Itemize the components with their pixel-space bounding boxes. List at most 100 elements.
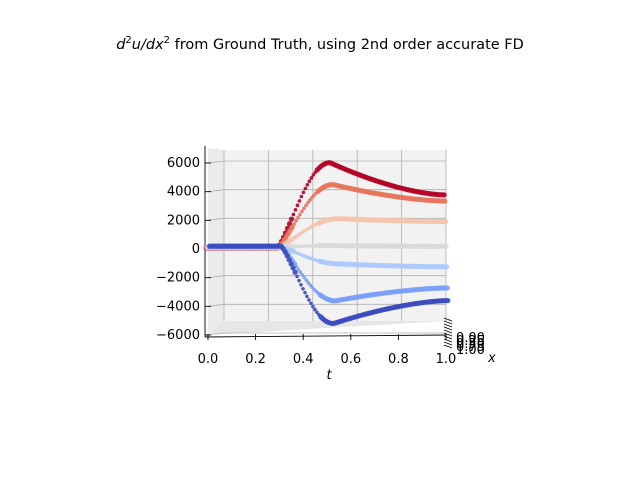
point-6-46	[299, 282, 303, 287]
point-5-49	[304, 278, 309, 283]
t-axis-spine	[204, 334, 447, 338]
t-tick-label-4: 0.8	[388, 352, 409, 367]
point-5-48	[302, 275, 307, 280]
point-6-45	[297, 278, 301, 283]
x-tick-mark-7	[443, 338, 453, 343]
x-tick-label-3: 0.75	[456, 340, 485, 355]
point-4-120	[444, 264, 450, 270]
point-6-52	[311, 304, 315, 309]
point-6-41	[288, 261, 294, 267]
point-5-47	[300, 273, 305, 277]
z-tick-label-4: −2000	[156, 271, 200, 286]
data-points	[203, 160, 451, 327]
back-pane	[224, 150, 446, 321]
point-1-45	[294, 219, 298, 223]
x-tick-label-1: 0.25	[456, 334, 485, 349]
point-6-51	[309, 301, 313, 306]
point-0-54	[311, 173, 316, 177]
axes-spines	[204, 146, 453, 349]
point-1-46	[296, 215, 300, 220]
x-tick-mark-1	[443, 320, 453, 325]
z-tick-label-2: 2000	[167, 213, 200, 228]
point-0-46	[295, 203, 300, 208]
x-tick-mark-8	[443, 341, 453, 346]
point-6-43	[292, 269, 298, 275]
point-0-45	[293, 208, 298, 212]
t-axis-label: t	[326, 368, 332, 383]
point-6-120	[445, 297, 451, 304]
t-tick-label-3: 0.6	[340, 352, 361, 367]
point-0-44	[291, 212, 296, 217]
point-0-52	[307, 179, 312, 184]
point-0-120	[441, 192, 447, 198]
tick-labels: 6000 4000 2000 0 −2000 −4000 −6000 0.0 0.2 0.4 0.6…	[156, 156, 485, 367]
axis-labels: tx	[326, 351, 496, 383]
t-tick-label-2: 0.4	[293, 352, 314, 367]
x-tick-label-0: 0.00	[456, 331, 485, 346]
x-axis-label: x	[487, 351, 496, 366]
point-1-47	[298, 212, 302, 217]
point-3-120	[443, 243, 449, 249]
side-pane	[208, 148, 224, 335]
point-5-120	[444, 285, 450, 291]
z-tick-label-6: −6000	[156, 328, 200, 343]
point-2-120	[442, 218, 448, 225]
series-0	[203, 160, 447, 251]
point-6-53	[313, 307, 317, 312]
chart-title: d2u/dx2 from Ground Truth, using 2nd ord…	[116, 35, 524, 53]
t-tick-label-0: 0.0	[198, 352, 219, 367]
x-tick-mark-9	[443, 344, 453, 349]
point-5-46	[298, 270, 303, 275]
x-tick-label-4: 1.00	[456, 343, 485, 358]
x-tick-mark-0	[443, 317, 453, 322]
point-0-50	[303, 186, 308, 191]
point-0-42	[286, 221, 293, 227]
x-tick-mark-3	[443, 326, 453, 331]
point-0-51	[305, 182, 310, 187]
x-tick-mark-6	[443, 335, 453, 340]
title-sup-2: 2	[164, 35, 170, 46]
x-tick-label-2: 0.50	[456, 337, 485, 352]
floor-pane	[208, 321, 446, 335]
point-6-44	[295, 274, 299, 279]
point-0-47	[297, 199, 302, 203]
title-sup-1: 2	[125, 35, 131, 46]
point-6-42	[290, 265, 296, 271]
title-u-over-dx: u/dx	[132, 37, 164, 53]
point-1-48	[300, 209, 304, 214]
point-0-48	[299, 194, 304, 199]
point-6-54	[315, 310, 319, 315]
point-0-43	[288, 216, 295, 222]
point-1-44	[292, 222, 296, 226]
x-tick-mark-5	[443, 332, 453, 337]
z-tick-label-5: −4000	[156, 299, 200, 314]
z-tick-label-0: 6000	[167, 156, 200, 171]
x-tick-mark-2	[443, 323, 453, 328]
point-6-50	[307, 298, 311, 302]
point-5-50	[306, 281, 311, 285]
z-tick-label-1: 4000	[167, 185, 200, 200]
point-6-48	[303, 290, 307, 295]
point-1-43	[289, 224, 295, 230]
x-tick-mark-4	[443, 329, 453, 334]
point-0-53	[309, 176, 314, 180]
point-1-49	[302, 206, 306, 211]
point-5-45	[296, 267, 301, 272]
point-1-52	[308, 198, 312, 202]
point-0-49	[301, 190, 306, 195]
point-6-39	[284, 253, 290, 259]
point-6-47	[301, 286, 305, 291]
point-1-50	[304, 203, 308, 208]
series-6	[207, 243, 451, 327]
t-tick-label-1: 0.2	[245, 352, 266, 367]
point-6-40	[286, 257, 292, 263]
t-tick-label-5: 1.0	[436, 352, 457, 367]
title-d: d	[116, 37, 126, 53]
title-rest: from Ground Truth, using 2nd order accur…	[170, 37, 524, 53]
point-1-120	[442, 198, 448, 204]
point-6-49	[305, 294, 309, 299]
z-tick-label-3: 0	[192, 242, 200, 257]
point-1-51	[306, 200, 310, 205]
